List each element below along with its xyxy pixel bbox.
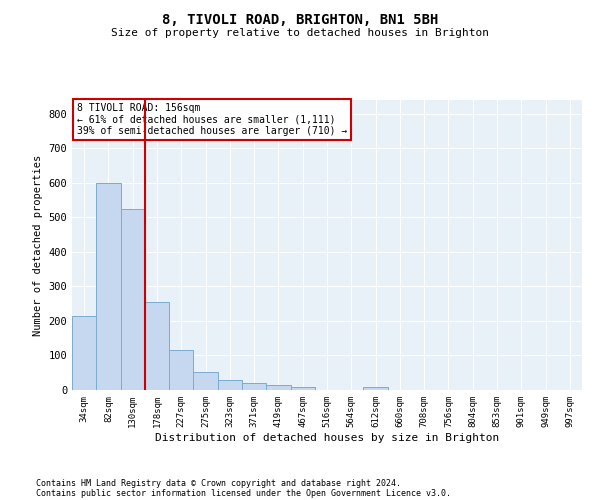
Text: 8, TIVOLI ROAD, BRIGHTON, BN1 5BH: 8, TIVOLI ROAD, BRIGHTON, BN1 5BH <box>162 12 438 26</box>
Text: Size of property relative to detached houses in Brighton: Size of property relative to detached ho… <box>111 28 489 38</box>
Bar <box>266 385 290 390</box>
Bar <box>169 350 193 390</box>
Bar <box>145 302 169 390</box>
Bar <box>72 316 96 390</box>
Bar <box>218 380 242 390</box>
Bar <box>364 386 388 390</box>
Y-axis label: Number of detached properties: Number of detached properties <box>33 154 43 336</box>
Text: Contains public sector information licensed under the Open Government Licence v3: Contains public sector information licen… <box>36 488 451 498</box>
Bar <box>193 372 218 390</box>
Text: 8 TIVOLI ROAD: 156sqm
← 61% of detached houses are smaller (1,111)
39% of semi-d: 8 TIVOLI ROAD: 156sqm ← 61% of detached … <box>77 103 347 136</box>
Bar <box>96 183 121 390</box>
Bar <box>121 209 145 390</box>
Text: Contains HM Land Registry data © Crown copyright and database right 2024.: Contains HM Land Registry data © Crown c… <box>36 478 401 488</box>
Bar <box>242 383 266 390</box>
X-axis label: Distribution of detached houses by size in Brighton: Distribution of detached houses by size … <box>155 432 499 442</box>
Bar <box>290 386 315 390</box>
